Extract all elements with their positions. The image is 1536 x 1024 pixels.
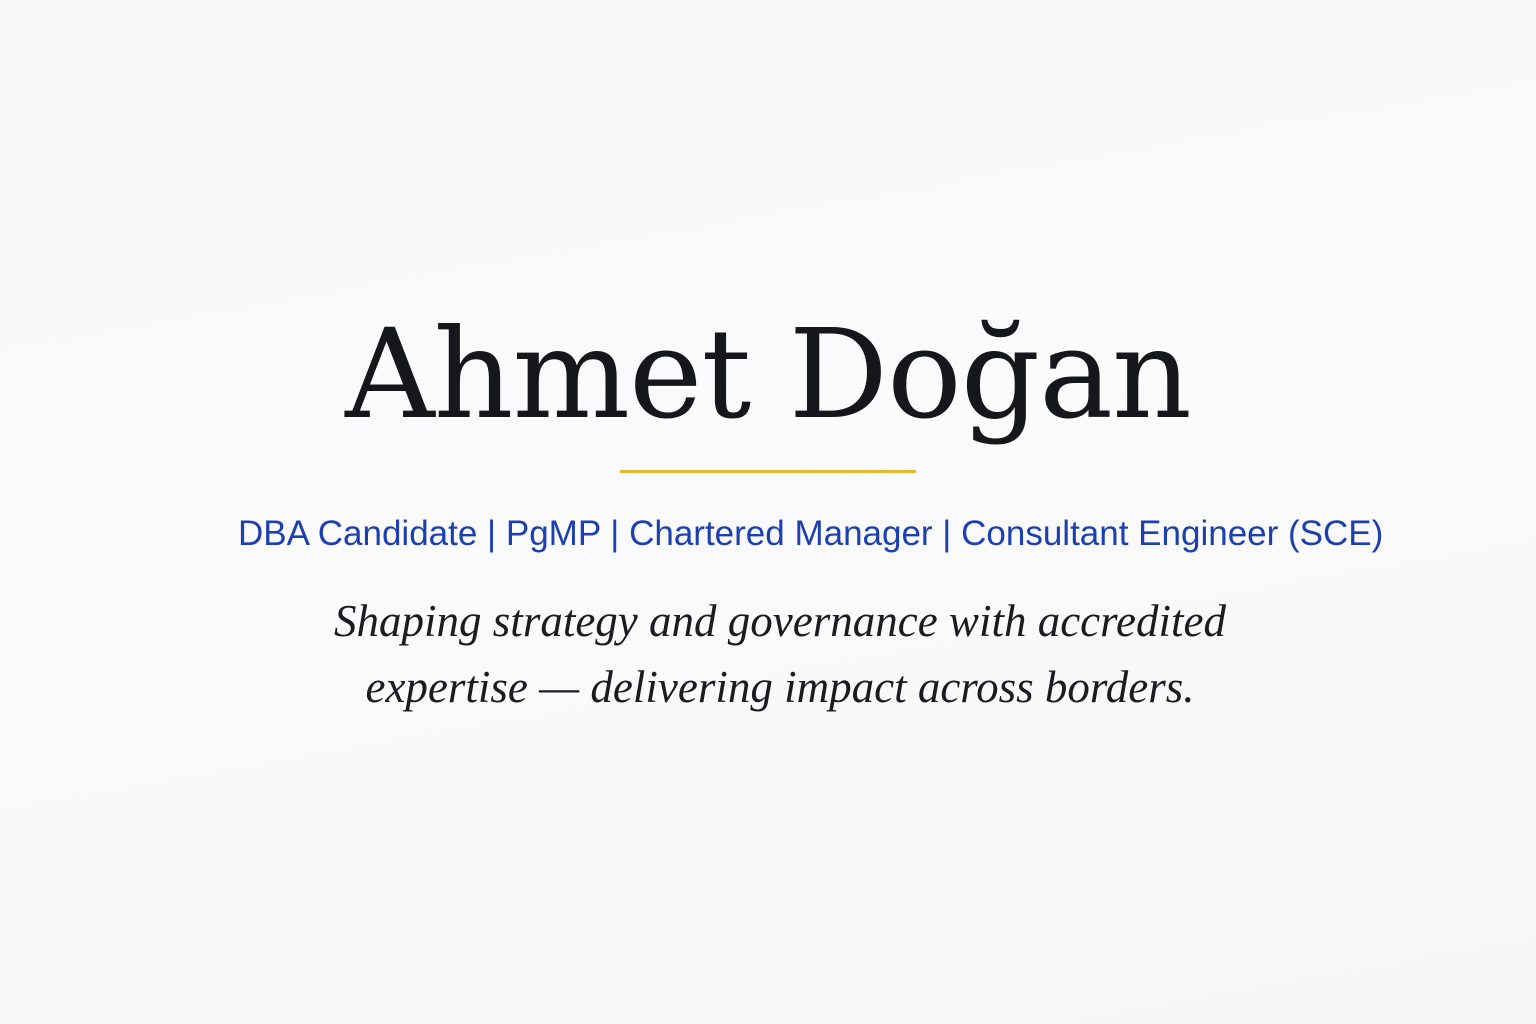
tagline-line-2: expertise — delivering impact across bor… bbox=[365, 662, 1195, 712]
tagline: Shaping strategy and governance with acc… bbox=[0, 588, 1536, 720]
credentials-line: DBA Candidate | PgMP | Chartered Manager… bbox=[238, 514, 1384, 553]
tagline-line-1: Shaping strategy and governance with acc… bbox=[334, 596, 1226, 646]
person-name: Ahmet Doğan bbox=[345, 303, 1192, 447]
accent-divider bbox=[620, 470, 916, 473]
